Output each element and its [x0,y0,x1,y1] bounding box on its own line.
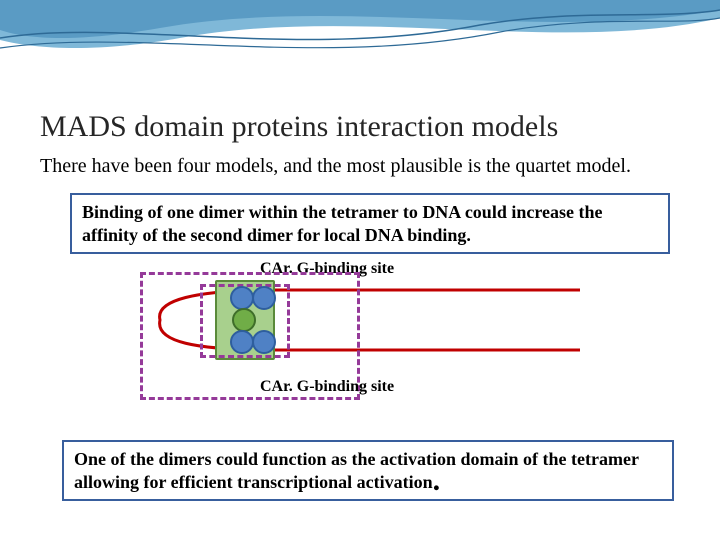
callout-bottom-text: One of the dimers could function as the … [74,449,639,492]
dimer-subunit [252,330,276,354]
wave-decoration [0,0,720,90]
dimer-subunit [230,286,254,310]
period-icon: . [433,464,441,497]
intro-text: There have been four models, and the mos… [40,154,680,179]
dimer-subunit [252,286,276,310]
activation-subunit [232,308,256,332]
dimer-subunit [230,330,254,354]
slide: MADS domain proteins interaction models … [0,0,720,540]
slide-title: MADS domain proteins interaction models [40,110,680,144]
binding-site-label-bottom: CAr. G-binding site [260,378,394,396]
content-area: MADS domain proteins interaction models … [40,110,680,410]
callout-top: Binding of one dimer within the tetramer… [70,193,670,254]
callout-bottom: One of the dimers could function as the … [62,440,674,501]
quartet-diagram: CAr. G-binding site CAr. G-binding site [100,260,620,410]
